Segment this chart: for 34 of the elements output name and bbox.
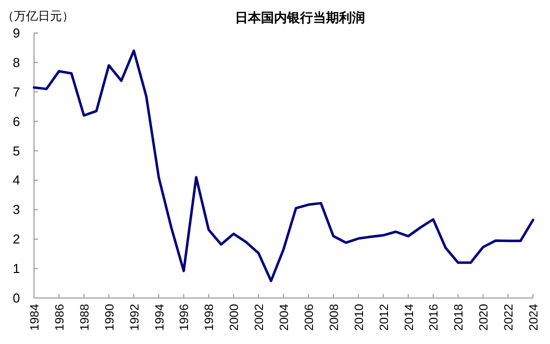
line-series bbox=[32, 49, 534, 282]
x-tick-label: 2022 bbox=[502, 304, 516, 331]
y-tick-label: 7 bbox=[12, 84, 20, 100]
x-tick-label: 2020 bbox=[476, 304, 491, 331]
y-tick-label: 3 bbox=[12, 202, 20, 218]
y-tick-label: 5 bbox=[12, 143, 20, 158]
x-tick-label: 2010 bbox=[352, 304, 366, 331]
x-tick-label: 1990 bbox=[102, 304, 116, 331]
y-tick-label: 4 bbox=[12, 172, 20, 188]
x-tick-label: 1988 bbox=[77, 304, 92, 331]
x-tick-label: 2002 bbox=[252, 304, 266, 331]
y-tick-label: 8 bbox=[12, 54, 20, 70]
x-tick-label: 2018 bbox=[452, 304, 466, 331]
x-tick-label: 2016 bbox=[426, 304, 441, 331]
x-tick-label: 1998 bbox=[202, 304, 216, 331]
x-tick-label: 1994 bbox=[152, 304, 166, 331]
chart-title: 日本国内银行当期利润 bbox=[235, 10, 365, 25]
x-tick-label: 1996 bbox=[177, 304, 192, 331]
y-axis-title: （万亿日元） bbox=[2, 9, 74, 23]
x-tick-label: 2006 bbox=[302, 304, 316, 331]
x-tick-label: 2012 bbox=[376, 304, 391, 331]
y-tick-label: 2 bbox=[12, 232, 20, 247]
x-tick-label: 2004 bbox=[277, 304, 291, 331]
x-tick-label: 2000 bbox=[227, 304, 242, 331]
x-tick-label: 1986 bbox=[52, 304, 66, 331]
y-tick-label: 6 bbox=[12, 114, 20, 129]
x-tick-label: 1992 bbox=[127, 304, 142, 331]
x-tick-label: 1984 bbox=[28, 304, 42, 331]
x-tick-label: 2024 bbox=[526, 304, 540, 331]
x-tick-label: 2008 bbox=[326, 304, 341, 331]
x-tick-label: 2014 bbox=[402, 304, 416, 331]
y-tick-label: 1 bbox=[12, 261, 20, 276]
y-tick-label: 9 bbox=[12, 26, 20, 40]
y-tick-label: 0 bbox=[12, 290, 20, 306]
